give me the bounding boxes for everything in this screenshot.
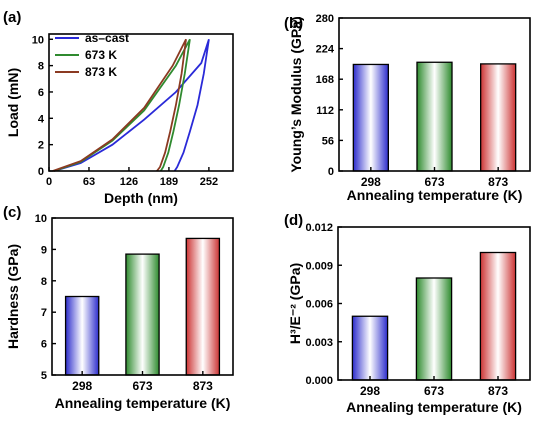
y-tick-label: 0 bbox=[328, 166, 334, 178]
y-tick-label: 112 bbox=[316, 105, 334, 117]
x-tick-label: 0 bbox=[46, 176, 52, 188]
panel-c: (c) Hardness (GPa) Annealing temperature (… bbox=[3, 204, 234, 411]
panel-b: (b)Young’s Modulus (GPa) Annealing temper… bbox=[284, 13, 531, 203]
y-tick-label: 0.012 bbox=[305, 222, 333, 234]
series-line-3 bbox=[52, 38, 187, 172]
plot-frame bbox=[338, 17, 531, 172]
y-tick-label: 10 bbox=[32, 34, 44, 46]
y-tick-label: 4 bbox=[38, 113, 45, 125]
y-tick-label: 0.003 bbox=[305, 337, 333, 349]
y-tick-label: 0.000 bbox=[305, 375, 333, 387]
plot-frame bbox=[51, 217, 234, 376]
series-line-2 bbox=[53, 38, 191, 172]
plot-frame bbox=[48, 33, 234, 172]
x-tick-label: 873 bbox=[488, 384, 508, 398]
x-tick-label: 298 bbox=[361, 175, 381, 189]
y-axis-label: H³/E⁻² (GPa) bbox=[287, 263, 303, 344]
y-tick-label: 5 bbox=[41, 370, 47, 382]
x-tick-label: 189 bbox=[160, 176, 178, 188]
bar-673 bbox=[125, 253, 160, 376]
y-tick-label: 0 bbox=[38, 166, 44, 178]
bar-873 bbox=[480, 63, 517, 172]
panel-a: (a) Load (mN) Depth (nm) 0 63 126 189 252 0 2 4 6 8 1… bbox=[3, 9, 234, 206]
plot-frame bbox=[337, 226, 531, 381]
y-tick-label: 7 bbox=[41, 307, 47, 319]
x-axis-label: Depth (nm) bbox=[104, 190, 178, 206]
x-axis-label: Annealing temperature (K) bbox=[347, 187, 523, 203]
bar-873 bbox=[185, 237, 221, 376]
legend-entry: 873 K bbox=[85, 65, 117, 79]
y-tick-label: 56 bbox=[322, 135, 334, 147]
panel-d: (d) H³/E⁻² (GPa) Annealing temperature (K)… bbox=[284, 212, 531, 415]
x-tick-label: 298 bbox=[72, 379, 92, 393]
x-tick-label: 873 bbox=[193, 379, 213, 393]
x-tick-label: 673 bbox=[424, 175, 444, 189]
y-axis-label: Load (mN) bbox=[5, 68, 21, 137]
bar-298 bbox=[352, 63, 389, 172]
bar-298 bbox=[351, 315, 389, 381]
x-tick-label: 673 bbox=[132, 379, 152, 393]
x-tick-label: 673 bbox=[424, 384, 444, 398]
x-tick-label: 252 bbox=[200, 176, 218, 188]
bar-298 bbox=[64, 295, 100, 376]
panel-label-b: (b) bbox=[284, 15, 303, 32]
y-axis-label: Young’s Modulus (GPa) bbox=[288, 16, 304, 172]
x-tick-label: 126 bbox=[120, 176, 138, 188]
legend-entry: 673 K bbox=[85, 48, 117, 62]
y-tick-label: 10 bbox=[35, 213, 47, 225]
y-tick-label: 168 bbox=[316, 74, 334, 86]
panel-label-c: (c) bbox=[3, 204, 21, 221]
y-tick-label: 0.006 bbox=[305, 299, 333, 311]
bar-673 bbox=[416, 61, 453, 172]
y-axis-label: Hardness (GPa) bbox=[5, 244, 21, 349]
series-line-1 bbox=[53, 39, 210, 172]
x-axis-label: Annealing temperature (K) bbox=[346, 399, 522, 415]
y-tick-label: 2 bbox=[38, 140, 44, 152]
y-tick-label: 6 bbox=[41, 339, 47, 351]
x-axis-label: Annealing temperature (K) bbox=[55, 395, 231, 411]
panel-label-d: (d) bbox=[284, 212, 303, 229]
x-tick-label: 63 bbox=[83, 176, 95, 188]
y-tick-label: 8 bbox=[38, 61, 44, 73]
bar-873 bbox=[479, 251, 517, 381]
x-tick-label: 298 bbox=[360, 384, 380, 398]
bar-673 bbox=[415, 277, 453, 381]
y-tick-label: 8 bbox=[41, 276, 47, 288]
legend-entry: as–cast bbox=[85, 31, 129, 45]
y-tick-label: 0.009 bbox=[305, 260, 333, 272]
panel-label-a: (a) bbox=[3, 9, 21, 26]
y-tick-label: 224 bbox=[316, 44, 335, 56]
y-tick-label: 6 bbox=[38, 87, 44, 99]
y-tick-label: 9 bbox=[41, 244, 47, 256]
y-tick-label: 280 bbox=[316, 13, 334, 25]
x-tick-label: 873 bbox=[488, 175, 508, 189]
